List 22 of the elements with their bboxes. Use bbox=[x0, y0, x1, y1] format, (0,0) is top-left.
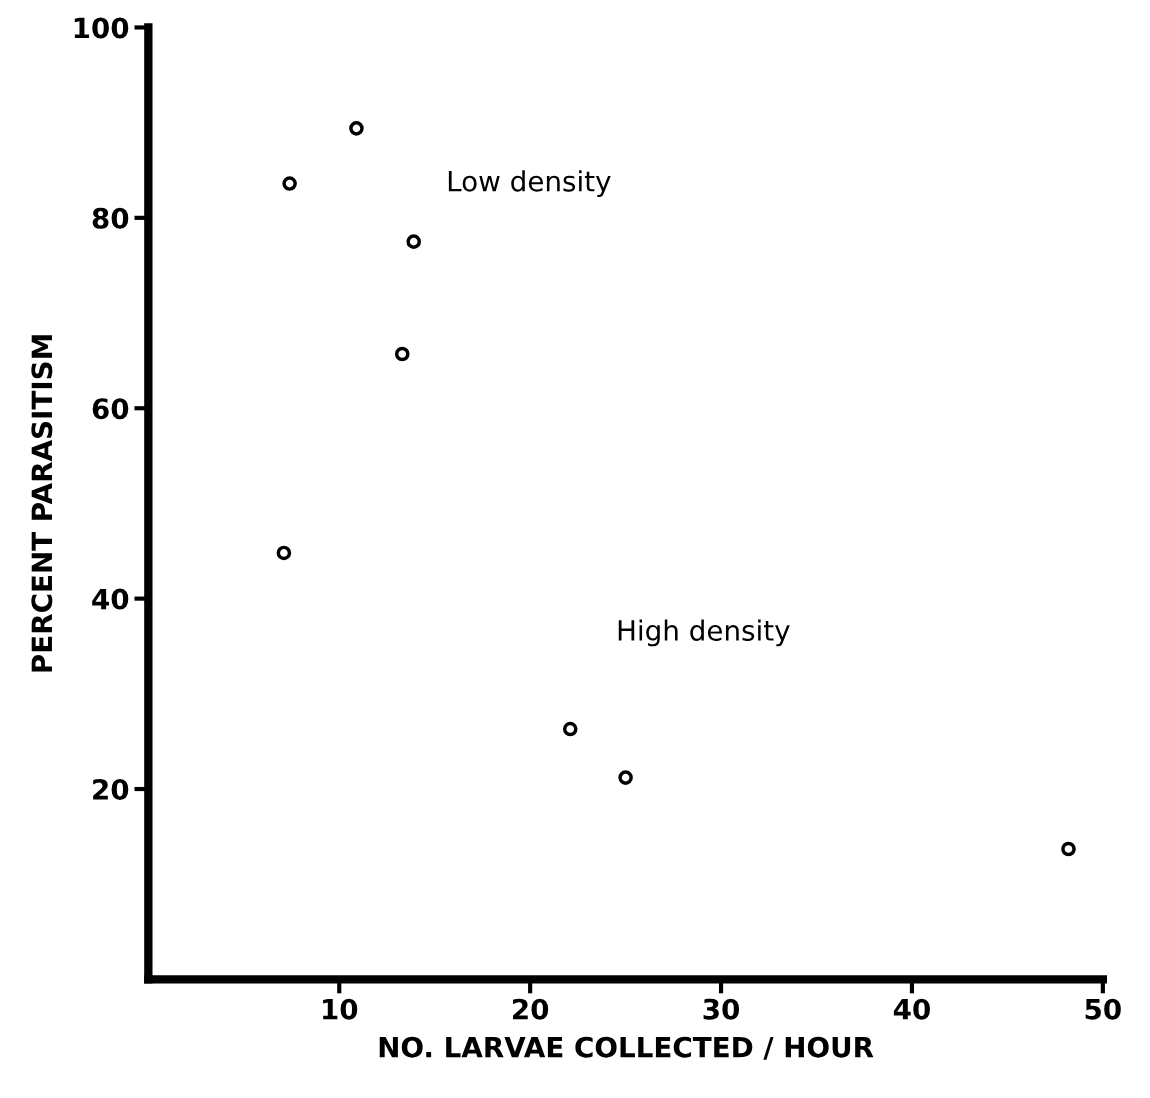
y-axis-title: PERCENT PARASITISM bbox=[31, 335, 53, 672]
point bbox=[618, 770, 633, 785]
x-tick-label: 30 bbox=[703, 998, 740, 1020]
y-tick-label: 100 bbox=[74, 17, 129, 39]
x-tick-label: 20 bbox=[513, 998, 549, 1020]
x-tick-label: 10 bbox=[323, 998, 358, 1020]
annotation: High density bbox=[618, 619, 790, 647]
y-tick-label: 80 bbox=[92, 207, 129, 229]
y-tick-label: 60 bbox=[92, 398, 129, 420]
point bbox=[349, 121, 364, 136]
x-tick-label: 40 bbox=[893, 998, 930, 1020]
x-axis-title: NO. LARVAE COLLECTED / HOUR bbox=[379, 1036, 874, 1060]
point bbox=[276, 545, 292, 561]
annotation: Low density bbox=[448, 170, 611, 198]
point bbox=[282, 176, 297, 191]
x-tick-label: 50 bbox=[1085, 998, 1121, 1020]
y-tick-label: 40 bbox=[92, 588, 129, 610]
point bbox=[406, 234, 421, 249]
y-tick-label: 20 bbox=[93, 778, 129, 800]
point bbox=[1061, 841, 1076, 857]
point bbox=[394, 346, 410, 362]
point bbox=[562, 721, 578, 737]
